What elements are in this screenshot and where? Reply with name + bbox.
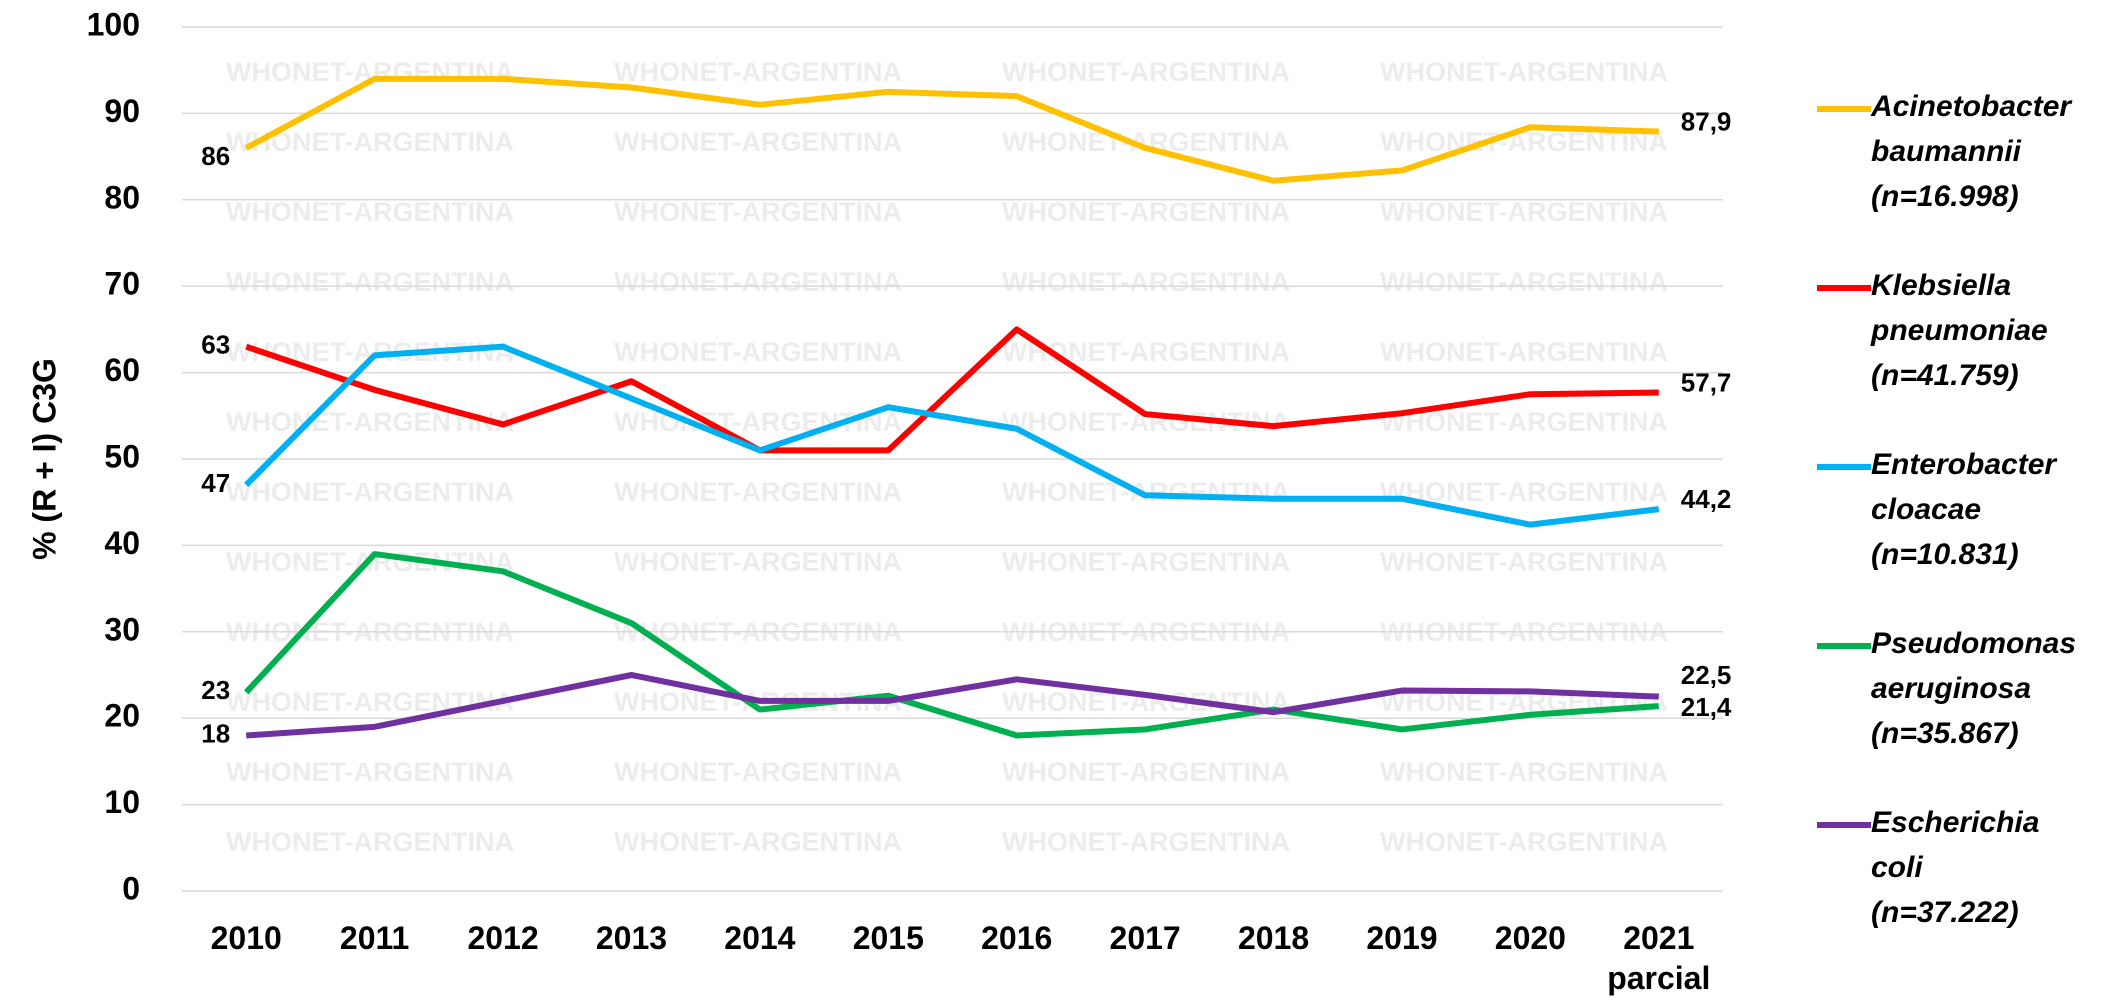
legend-swatch	[1817, 464, 1871, 470]
watermark: WHONET-ARGENTINA	[1380, 547, 1668, 577]
series-line	[246, 672, 1659, 739]
watermark: WHONET-ARGENTINA	[226, 827, 514, 857]
watermark: WHONET-ARGENTINA	[614, 827, 902, 857]
x-tick-label: 2011	[339, 920, 410, 956]
data-label: 21,4	[1681, 692, 1732, 722]
y-tick-label: 90	[104, 93, 140, 129]
watermark: WHONET-ARGENTINA	[1002, 547, 1290, 577]
watermark: WHONET-ARGENTINA	[1002, 127, 1290, 157]
watermark: WHONET-ARGENTINA	[1002, 337, 1290, 367]
x-tick-label: 2014	[724, 920, 796, 956]
watermark: WHONET-ARGENTINA	[226, 407, 514, 437]
watermark: WHONET-ARGENTINA	[1002, 267, 1290, 297]
legend-item: Escherichia coli (n=37.222)	[1817, 800, 2107, 960]
data-label: 57,7	[1681, 367, 1732, 397]
data-label: 47	[201, 468, 230, 498]
x-tick-label: 2019	[1366, 920, 1438, 956]
watermark: WHONET-ARGENTINA	[1002, 57, 1290, 87]
y-tick-label: 40	[104, 525, 140, 561]
x-tick-label: 2020	[1494, 920, 1566, 956]
x-tick-label: 2012	[467, 920, 539, 956]
watermark: WHONET-ARGENTINA	[614, 197, 902, 227]
watermark: WHONET-ARGENTINA	[614, 477, 902, 507]
watermark: WHONET-ARGENTINA	[226, 477, 514, 507]
series-line	[245, 326, 1659, 454]
legend-swatch	[1817, 285, 1871, 291]
legend-label: Klebsiella pneumoniae (n=41.759)	[1871, 269, 2048, 392]
y-tick-label: 80	[104, 179, 140, 215]
legend-item: Pseudomonas aeruginosa (n=35.867)	[1817, 621, 2107, 781]
watermark: WHONET-ARGENTINA	[1380, 57, 1668, 87]
x-tick-label: 2017	[1109, 920, 1181, 956]
watermark: WHONET-ARGENTINA	[1002, 197, 1290, 227]
watermark: WHONET-ARGENTINA	[1002, 827, 1290, 857]
watermark: WHONET-ARGENTINA	[1380, 337, 1668, 367]
data-label: 87,9	[1681, 106, 1732, 136]
watermark: WHONET-ARGENTINA	[1002, 757, 1290, 787]
watermark: WHONET-ARGENTINA	[614, 57, 902, 87]
x-tick-label: 2016	[981, 920, 1053, 956]
y-tick-label: 20	[104, 698, 140, 734]
legend-swatch	[1817, 106, 1871, 112]
data-label: 63	[201, 330, 230, 360]
watermark: WHONET-ARGENTINA	[1002, 477, 1290, 507]
legend-label: Escherichia coli (n=37.222)	[1871, 806, 2040, 929]
y-axis-label: % (R + I) C3G	[26, 358, 62, 560]
y-tick-label: 50	[104, 438, 140, 474]
watermark: WHONET-ARGENTINA	[614, 547, 902, 577]
legend-label: Enterobacter cloacae (n=10.831)	[1871, 448, 2057, 571]
series-line	[244, 551, 1659, 739]
x-tick-label: 2018	[1237, 920, 1310, 956]
legend-swatch	[1817, 643, 1871, 649]
watermark: WHONET-ARGENTINA	[614, 757, 902, 787]
data-label: 23	[201, 675, 230, 705]
x-tick-label: 2015	[852, 920, 924, 956]
series-line	[244, 75, 1659, 184]
data-label: 44,2	[1681, 484, 1732, 514]
watermark: WHONET-ARGENTINA	[1380, 757, 1668, 787]
data-label: 22,5	[1681, 660, 1732, 690]
watermark: WHONET-ARGENTINA	[1380, 267, 1668, 297]
legend-item: Klebsiella pneumoniae (n=41.759)	[1817, 263, 2107, 423]
legend-label: Acinetobacter baumannii (n=16.998)	[1871, 90, 2072, 213]
x-tick-label: 2013	[595, 920, 668, 956]
y-tick-label: 0	[122, 870, 140, 906]
series-line	[244, 343, 1660, 528]
x-tick-label: 2021 parcial	[1607, 920, 1711, 996]
legend-item: Enterobacter cloacae (n=10.831)	[1817, 442, 2107, 602]
y-tick-label: 100	[87, 6, 140, 42]
y-tick-label: 70	[104, 266, 140, 302]
watermark: WHONET-ARGENTINA	[226, 267, 514, 297]
watermark: WHONET-ARGENTINA	[226, 197, 514, 227]
watermark: WHONET-ARGENTINA	[1380, 827, 1668, 857]
watermark: WHONET-ARGENTINA	[226, 757, 514, 787]
data-label: 18	[201, 718, 230, 748]
watermark: WHONET-ARGENTINA	[614, 267, 902, 297]
y-tick-label: 10	[104, 784, 140, 820]
y-tick-label: 30	[104, 611, 140, 647]
legend-swatch	[1817, 822, 1871, 828]
y-tick-label: 60	[104, 352, 140, 388]
legend-item: Acinetobacter baumannii (n=16.998)	[1817, 84, 2107, 244]
watermark: WHONET-ARGENTINA	[226, 687, 514, 717]
watermark: WHONET-ARGENTINA	[614, 337, 902, 367]
x-tick-label: 2010	[210, 920, 282, 956]
watermark: WHONET-ARGENTINA	[614, 127, 902, 157]
legend-label: Pseudomonas aeruginosa (n=35.867)	[1871, 627, 2077, 750]
data-label: 86	[201, 141, 230, 171]
watermark: WHONET-ARGENTINA	[1380, 197, 1668, 227]
watermark: WHONET-ARGENTINA	[226, 127, 514, 157]
